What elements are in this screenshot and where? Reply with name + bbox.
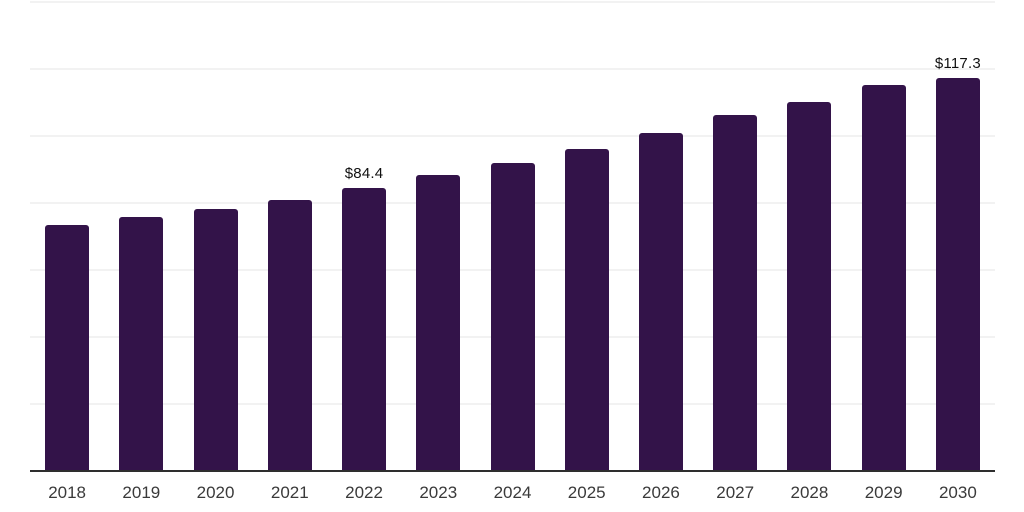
bar-2027	[713, 115, 758, 471]
x-axis-tick-labels: 2018 2019 2020 2021 2022 2023 2024 2025 2026 2027…	[30, 484, 995, 506]
bar-2024	[490, 163, 535, 471]
bar-2020	[193, 208, 238, 471]
x-tick-2019: 2019	[122, 483, 161, 502]
bar-2021	[267, 199, 312, 471]
gridline-100	[30, 135, 995, 137]
value-label-2022: $84.4	[344, 165, 384, 183]
bar-2018	[45, 224, 90, 471]
gridline-140	[30, 1, 995, 3]
x-tick-2018: 2018	[48, 483, 87, 502]
x-tick-2020: 2020	[196, 483, 235, 502]
x-tick-2029: 2029	[864, 483, 903, 502]
x-axis-line	[30, 470, 995, 472]
bar-2028	[787, 101, 832, 471]
bar-2022	[342, 188, 387, 471]
bar-2026	[638, 133, 683, 471]
bar-2030	[935, 78, 980, 471]
bar-2019	[119, 217, 164, 471]
x-tick-2022: 2022	[345, 483, 383, 502]
x-tick-2021: 2021	[270, 483, 309, 502]
plot-area: $84.4 $117.3	[30, 1, 995, 471]
x-tick-2027: 2027	[716, 483, 755, 502]
bar-2023	[416, 175, 461, 471]
x-tick-2023: 2023	[419, 483, 458, 502]
gridline-120	[30, 68, 995, 70]
bar-2029	[861, 85, 906, 471]
x-tick-2026: 2026	[642, 483, 680, 502]
x-tick-2024: 2024	[493, 483, 532, 502]
x-tick-2028: 2028	[790, 483, 829, 502]
x-tick-2025: 2025	[567, 483, 606, 502]
x-tick-2030: 2030	[938, 483, 977, 502]
bar-2025	[564, 149, 609, 471]
value-label-2030: $117.3	[934, 55, 981, 73]
